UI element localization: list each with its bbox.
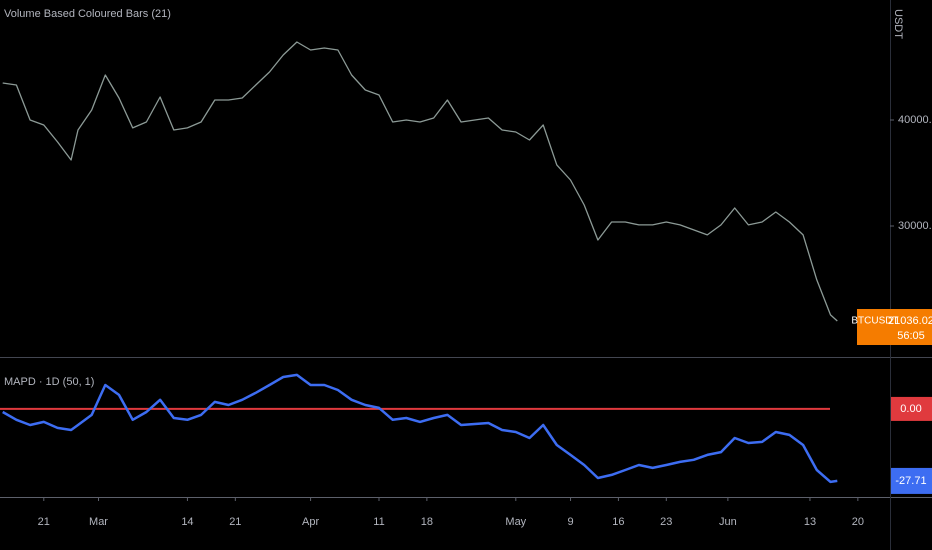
x-tick-label: 16 [612, 516, 624, 528]
last-price: 21036.02 [888, 315, 932, 327]
level-tag-label: 0.00 [900, 403, 921, 415]
x-tick-label: 18 [421, 516, 433, 528]
x-tick-label: 20 [852, 516, 864, 528]
x-tick-label: 9 [567, 516, 573, 528]
series-line [2, 41, 838, 322]
series-line [2, 373, 838, 484]
x-tick-label: 21 [38, 516, 50, 528]
symbol-label: BTCUSDT [851, 316, 898, 327]
x-tick-label: Jun [719, 516, 737, 528]
indicator-pane-title: MAPD · 1D (50, 1) [4, 376, 94, 388]
symbol-tag [857, 309, 932, 346]
level-tag [891, 396, 932, 421]
x-tick-label: 14 [181, 516, 193, 528]
x-tick-label: 13 [804, 516, 816, 528]
price-pane-title: Volume Based Coloured Bars (21) [4, 8, 171, 20]
x-tick-label: Mar [89, 516, 108, 528]
y-tick-label: 40000.00 [898, 114, 932, 126]
x-tick-label: 21 [229, 516, 241, 528]
axis-unit: USDT [892, 9, 904, 39]
x-tick-label: 11 [373, 516, 384, 528]
last-value: -27.71 [895, 475, 926, 487]
x-tick-label: 23 [660, 516, 672, 528]
countdown: 56:05 [897, 330, 925, 342]
last-value-tag [891, 467, 932, 494]
y-tick-label: 30000.00 [898, 220, 932, 232]
x-tick-label: Apr [302, 516, 319, 528]
x-tick-label: May [505, 516, 526, 528]
